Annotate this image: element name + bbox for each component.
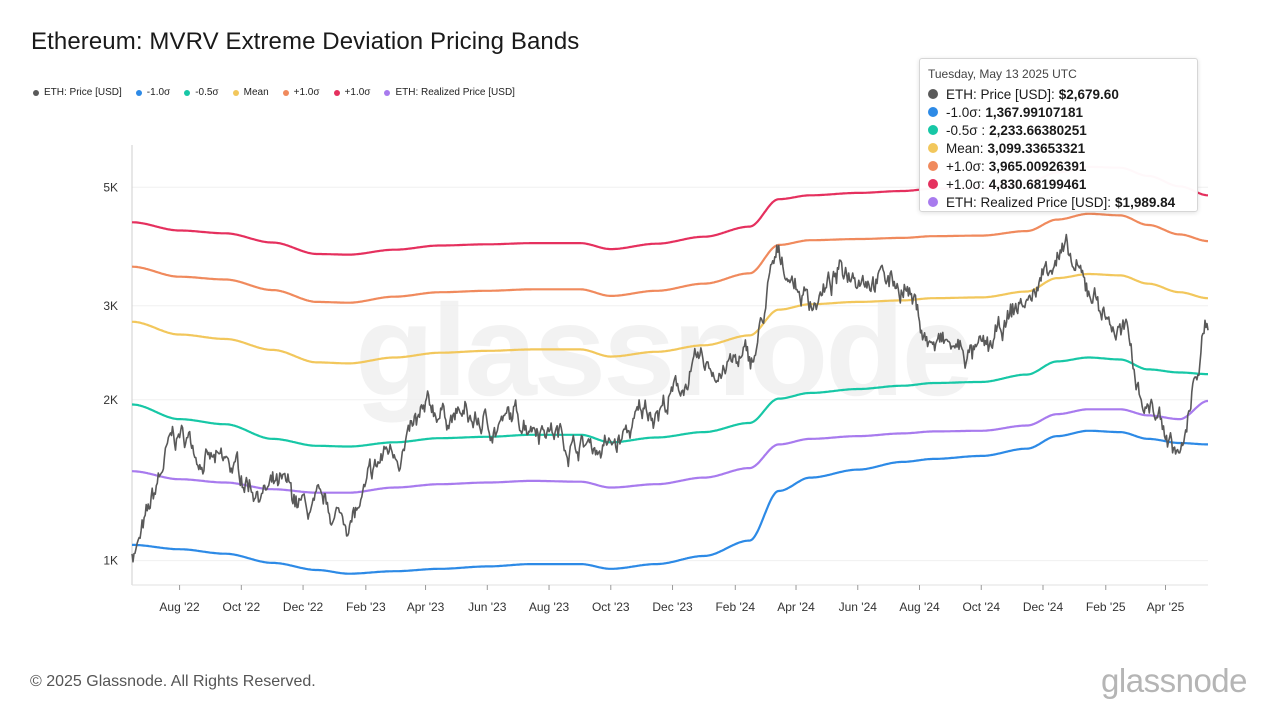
- x-tick-label: Apr '23: [407, 600, 445, 614]
- tooltip-dot: [928, 143, 938, 153]
- legend-label: +1.0σ: [344, 87, 371, 98]
- x-tick-label: Dec '22: [283, 600, 324, 614]
- series-line: [131, 233, 1209, 563]
- legend-label: Mean: [243, 87, 269, 98]
- copyright: © 2025 Glassnode. All Rights Reserved.: [30, 673, 316, 690]
- tooltip-label: -0.5σ :: [946, 122, 986, 138]
- x-tick-label: Apr '24: [777, 600, 815, 614]
- tooltip-value: 2,233.66380251: [989, 122, 1087, 138]
- legend-item[interactable]: -1.0σ: [135, 87, 171, 98]
- tooltip-label: +1.0σ:: [946, 158, 985, 174]
- legend-label: -1.0σ: [146, 87, 171, 98]
- tooltip-value: 1,367.99107181: [985, 104, 1083, 120]
- x-tick-label: Oct '24: [962, 600, 1000, 614]
- series-line: [131, 356, 1209, 448]
- tooltip-row: -1.0σ: 1,367.99107181: [928, 103, 1197, 121]
- tooltip: Tuesday, May 13 2025 UTC ETH: Price [USD…: [919, 58, 1198, 212]
- legend-label: +1.0σ: [293, 87, 320, 98]
- tooltip-dot: [928, 197, 938, 207]
- legend-dot: [135, 89, 142, 96]
- legend-item[interactable]: -0.5σ: [184, 87, 219, 98]
- x-tick-label: Feb '25: [1086, 600, 1126, 614]
- tooltip-value: 3,099.33653321: [987, 140, 1086, 156]
- tooltip-dot: [928, 89, 938, 99]
- legend-item[interactable]: ETH: Realized Price [USD]: [384, 87, 515, 98]
- chart-legend: ETH: Price [USD] -1.0σ -0.5σ Mean +1.0σ +1.0σ…: [33, 87, 515, 98]
- tooltip-row: ETH: Realized Price [USD]: $1,989.84: [928, 193, 1197, 211]
- y-tick-label: 3K: [103, 299, 118, 313]
- x-tick-label: Oct '22: [223, 600, 261, 614]
- tooltip-dot: [928, 107, 938, 117]
- chart-title: Ethereum: MVRV Extreme Deviation Pricing…: [31, 28, 580, 55]
- tooltip-row: -0.5σ :2,233.66380251: [928, 121, 1197, 139]
- legend-item[interactable]: +1.0σ: [333, 87, 371, 98]
- x-tick-label: Feb '24: [715, 600, 755, 614]
- legend-dot: [232, 89, 239, 96]
- legend-item[interactable]: +1.0σ: [282, 87, 320, 98]
- tooltip-dot: [928, 125, 938, 135]
- legend-item[interactable]: ETH: Price [USD]: [33, 87, 122, 98]
- tooltip-label: -1.0σ:: [946, 104, 982, 120]
- legend-dot: [184, 89, 191, 96]
- y-tick-label: 2K: [103, 393, 118, 407]
- tooltip-value: $2,679.60: [1058, 86, 1119, 102]
- brand-logo: glassnode: [1101, 662, 1247, 699]
- x-tick-label: Aug '23: [529, 600, 570, 614]
- tooltip-label: Mean:: [946, 140, 984, 156]
- legend-label: ETH: Realized Price [USD]: [395, 87, 515, 98]
- x-tick-label: Jun '24: [839, 600, 878, 614]
- tooltip-label: ETH: Price [USD]:: [946, 86, 1055, 102]
- legend-label: ETH: Price [USD]: [44, 87, 122, 98]
- series-line: [131, 399, 1209, 494]
- x-tick-label: Jun '23: [468, 600, 507, 614]
- x-tick-label: Dec '24: [1023, 600, 1064, 614]
- x-tick-label: Aug '24: [899, 600, 940, 614]
- tooltip-row: +1.0σ: 4,830.68199461: [928, 175, 1197, 193]
- series-line: [131, 429, 1209, 575]
- tooltip-dot: [928, 179, 938, 189]
- x-tick-label: Apr '25: [1147, 600, 1185, 614]
- tooltip-row: +1.0σ: 3,965.00926391: [928, 157, 1197, 175]
- y-tick-label: 5K: [103, 180, 118, 194]
- legend-dot: [333, 89, 340, 96]
- tooltip-date: Tuesday, May 13 2025 UTC: [928, 67, 1077, 81]
- tooltip-row: Mean: 3,099.33653321: [928, 139, 1197, 157]
- tooltip-value: 3,965.00926391: [988, 158, 1087, 174]
- tooltip-value: 4,830.68199461: [988, 176, 1087, 192]
- series-line: [131, 212, 1209, 304]
- tooltip-row: ETH: Price [USD]: $2,679.60: [928, 85, 1197, 103]
- x-tick-label: Oct '23: [592, 600, 630, 614]
- series-line: [131, 272, 1209, 365]
- y-tick-label: 1K: [103, 554, 118, 568]
- tooltip-label: +1.0σ:: [946, 176, 985, 192]
- tooltip-value: $1,989.84: [1115, 194, 1176, 210]
- legend-dot: [384, 89, 391, 96]
- legend-item[interactable]: Mean: [232, 87, 269, 98]
- legend-label: -0.5σ: [195, 87, 219, 98]
- x-tick-label: Aug '22: [159, 600, 200, 614]
- legend-dot: [33, 89, 39, 96]
- x-tick-label: Feb '23: [346, 600, 386, 614]
- x-tick-label: Dec '23: [652, 600, 693, 614]
- legend-dot: [282, 89, 289, 96]
- tooltip-label: ETH: Realized Price [USD]:: [946, 194, 1112, 210]
- tooltip-dot: [928, 161, 938, 171]
